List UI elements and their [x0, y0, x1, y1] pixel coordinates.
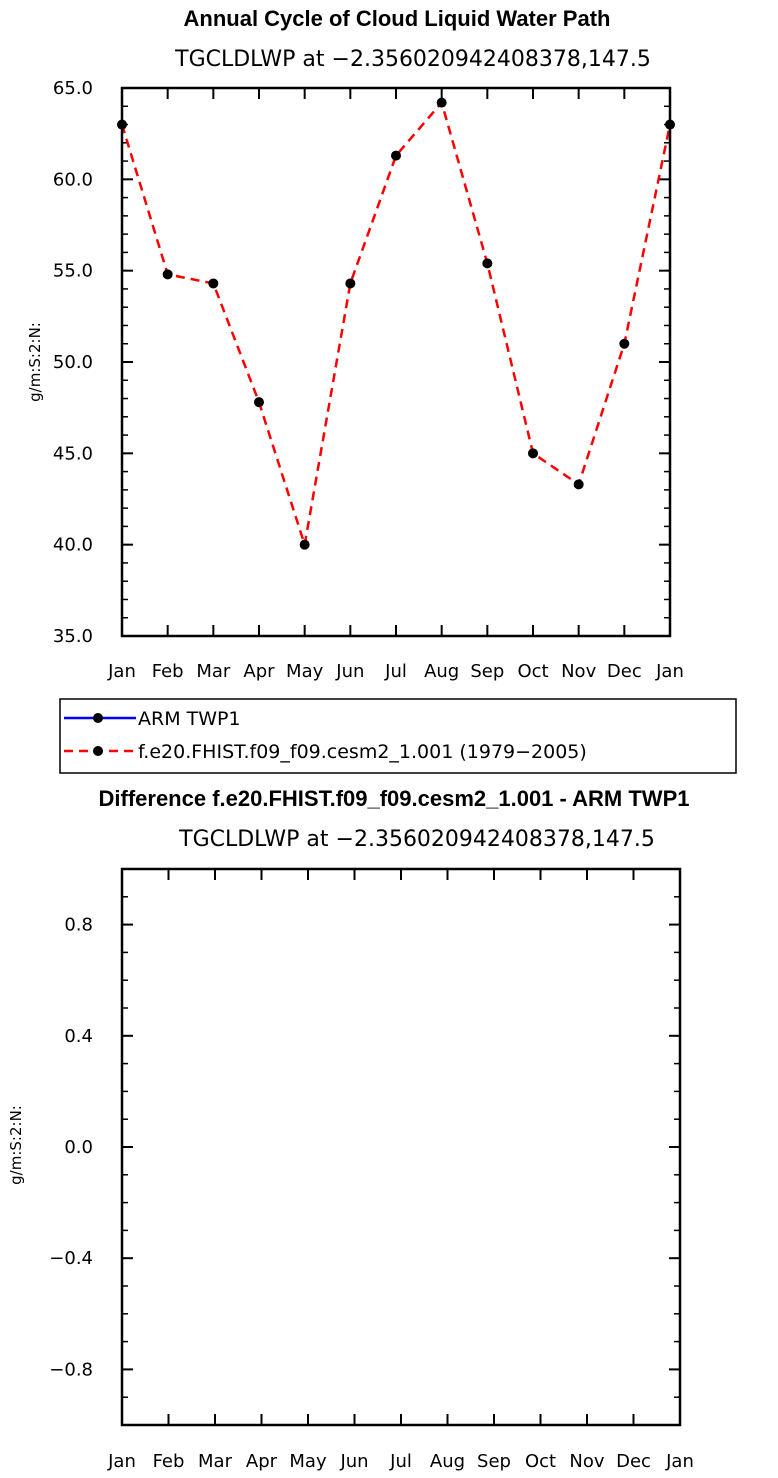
data-series	[117, 97, 675, 550]
data-point	[573, 479, 584, 490]
chart-subtitle: TGCLDLWP at −2.356020942408378,147.5	[178, 827, 655, 852]
legend: ARM TWP1 f.e20.FHIST.f09_f09.cesm2_1.001…	[59, 698, 737, 774]
x-tick-label: Feb	[152, 661, 184, 682]
y-tick-label: 0.0	[64, 1137, 93, 1158]
x-tick-label: Feb	[153, 1451, 185, 1472]
x-tick-label: Jun	[335, 661, 364, 682]
legend-box	[59, 698, 737, 774]
y-tick-label: 0.8	[64, 915, 93, 936]
x-tick-label: Apr	[246, 1451, 278, 1472]
y-tick-label: 65.0	[53, 78, 93, 99]
data-point	[162, 269, 173, 280]
x-tick-label: Dec	[607, 661, 642, 682]
x-tick-label: Sep	[477, 1451, 511, 1472]
y-tick-label: 40.0	[53, 535, 93, 556]
plot-frame	[120, 867, 682, 1427]
plot-frame	[120, 86, 672, 638]
data-point	[208, 278, 219, 289]
data-point	[619, 338, 630, 349]
x-tick-label: Jan	[107, 661, 136, 682]
x-ticks: Jan Feb Mar Apr May Jun Jul Aug Sep Oct Nov Dec Jan	[107, 869, 694, 1472]
legend-marker-model	[93, 746, 103, 756]
annual-cycle-panel: Annual Cycle of Cloud Liquid Water Path …	[26, 6, 684, 682]
x-tick-label: Jan	[107, 1451, 136, 1472]
y-tick-label: 60.0	[53, 169, 93, 190]
y-axis-label: g/m:S:2:N:	[26, 322, 44, 402]
y-tick-label: −0.4	[49, 1248, 93, 1269]
x-tick-label: Nov	[561, 661, 596, 682]
y-axis-label: g/m:S:2:N:	[7, 1105, 25, 1185]
x-tick-label: Jul	[389, 1451, 412, 1472]
legend-marker-arm	[93, 713, 103, 723]
x-tick-label: Jul	[384, 661, 407, 682]
y-tick-label: 0.4	[64, 1026, 93, 1047]
data-point	[528, 448, 538, 459]
chart-subtitle: TGCLDLWP at −2.356020942408378,147.5	[174, 47, 651, 72]
x-tick-label: Nov	[569, 1451, 604, 1472]
difference-panel: Difference f.e20.FHIST.f09_f09.cesm2_1.0…	[7, 786, 694, 1472]
y-tick-label: 35.0	[53, 626, 93, 647]
data-point	[391, 150, 401, 161]
minor-ticks	[122, 87, 670, 637]
data-point	[299, 539, 310, 550]
series-line	[120, 100, 672, 546]
y-tick-label: 55.0	[53, 261, 93, 282]
y-tick-label: 45.0	[53, 443, 93, 464]
chart-title: Difference f.e20.FHIST.f09_f09.cesm2_1.0…	[99, 786, 690, 811]
x-tick-label: Mar	[196, 661, 231, 682]
x-tick-label: Jan	[655, 661, 684, 682]
x-tick-label: Oct	[525, 1451, 556, 1472]
x-ticks: Jan Feb Mar Apr May Jun Jul Aug Sep Oct Nov Dec Jan	[107, 88, 684, 682]
x-tick-label: Dec	[616, 1451, 651, 1472]
y-ticks: 35.0 40.0 45.0 50.0 55.0 60.0 65.0	[53, 78, 670, 647]
x-tick-label: Aug	[430, 1451, 465, 1472]
data-point	[345, 278, 356, 289]
x-tick-label: Sep	[470, 661, 504, 682]
x-tick-label: May	[289, 1451, 327, 1472]
legend-label-arm: ARM TWP1	[138, 708, 241, 730]
x-tick-label: May	[286, 661, 324, 682]
y-tick-label: 50.0	[53, 352, 93, 373]
y-ticks: 0.8 0.4 0.0 −0.4 −0.8	[49, 915, 680, 1380]
x-tick-label: Aug	[424, 661, 459, 682]
data-point	[254, 397, 264, 408]
data-point	[436, 97, 447, 108]
y-tick-label: −0.8	[49, 1359, 93, 1380]
data-point	[482, 258, 493, 269]
chart-title: Annual Cycle of Cloud Liquid Water Path	[184, 6, 611, 31]
x-tick-label: Oct	[517, 661, 548, 682]
minor-ticks	[122, 868, 680, 1426]
x-tick-label: Jun	[339, 1451, 368, 1472]
x-tick-label: Mar	[198, 1451, 233, 1472]
x-tick-label: Jan	[665, 1451, 694, 1472]
x-tick-label: Apr	[243, 661, 275, 682]
legend-label-model: f.e20.FHIST.f09_f09.cesm2_1.001 (1979−20…	[138, 741, 587, 763]
